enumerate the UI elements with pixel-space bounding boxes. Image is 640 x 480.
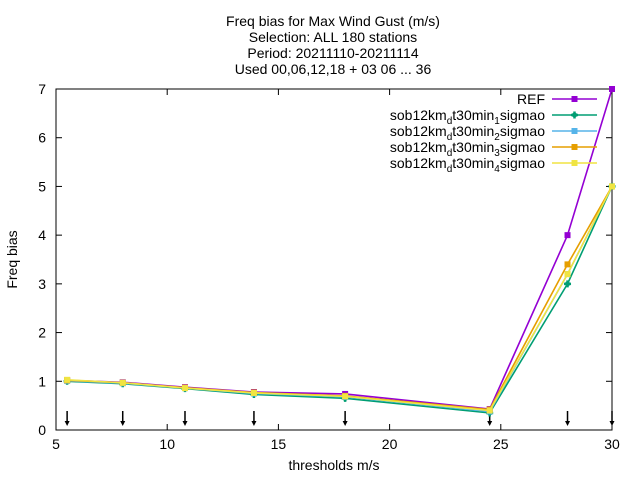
title-line: Period: 20211110-20211114 bbox=[247, 45, 418, 61]
title-line: Freq bias for Max Wind Gust (m/s) bbox=[226, 13, 440, 29]
series-lines bbox=[63, 86, 616, 417]
legend-entry: REF bbox=[517, 91, 597, 107]
threshold-arrowhead bbox=[251, 421, 257, 426]
legend-label: sob12kmdt30min4sigmao bbox=[390, 155, 545, 175]
y-tick-label: 4 bbox=[38, 227, 46, 243]
plot-frame bbox=[55, 88, 613, 431]
series-4 bbox=[64, 183, 615, 414]
data-point bbox=[564, 271, 571, 278]
axis-ticks: 5 10 15 20 25 30 0 1 2 3 4 5 6 7 bbox=[38, 81, 620, 452]
y-tick-label: 5 bbox=[38, 178, 46, 194]
data-point bbox=[565, 281, 570, 286]
x-tick-label: 5 bbox=[52, 436, 60, 452]
series-line bbox=[67, 186, 613, 412]
x-axis-label: thresholds m/s bbox=[288, 457, 379, 473]
x-tick-label: 20 bbox=[382, 436, 398, 452]
legend-entry: sob12kmdt30min3sigmao bbox=[390, 139, 597, 159]
series-line bbox=[67, 186, 613, 413]
threshold-markers bbox=[64, 411, 615, 426]
series-2 bbox=[64, 183, 615, 415]
data-point bbox=[342, 393, 349, 400]
series-line bbox=[67, 186, 613, 414]
data-point bbox=[571, 144, 578, 150]
series-3 bbox=[64, 183, 615, 413]
threshold-arrowhead bbox=[342, 421, 348, 426]
y-tick-label: 2 bbox=[38, 325, 46, 341]
title-line: Selection: ALL 180 stations bbox=[249, 29, 417, 45]
legend-entry: sob12kmdt30min2sigmao bbox=[390, 123, 597, 143]
data-point bbox=[486, 407, 493, 414]
data-point bbox=[571, 160, 578, 166]
threshold-arrowhead bbox=[120, 421, 126, 426]
y-tick-label: 0 bbox=[38, 422, 46, 438]
legend: REFsob12kmdt30min1sigmaosob12kmdt30min2s… bbox=[390, 91, 597, 175]
chart-title: Freq bias for Max Wind Gust (m/s)Selecti… bbox=[226, 13, 440, 77]
y-tick-label: 6 bbox=[38, 130, 46, 146]
data-point bbox=[571, 128, 578, 134]
data-point bbox=[564, 232, 571, 239]
threshold-arrowhead bbox=[182, 421, 188, 426]
legend-label: sob12kmdt30min2sigmao bbox=[390, 123, 545, 143]
y-tick-label: 3 bbox=[38, 276, 46, 292]
legend-label: sob12kmdt30min3sigmao bbox=[390, 139, 545, 159]
data-point bbox=[119, 379, 126, 386]
data-point bbox=[181, 385, 188, 392]
legend-label: REF bbox=[517, 91, 545, 107]
x-tick-label: 15 bbox=[271, 436, 287, 452]
series-line bbox=[67, 186, 613, 411]
threshold-arrowhead bbox=[565, 421, 571, 426]
x-tick-label: 25 bbox=[493, 436, 509, 452]
data-point bbox=[564, 261, 571, 268]
y-tick-label: 7 bbox=[38, 81, 46, 97]
data-point bbox=[571, 96, 578, 102]
x-tick-label: 10 bbox=[159, 436, 175, 452]
x-tick-label: 30 bbox=[604, 436, 620, 452]
data-point bbox=[250, 389, 257, 396]
threshold-arrowhead bbox=[487, 421, 493, 426]
threshold-arrowhead bbox=[609, 421, 615, 426]
legend-entry: sob12kmdt30min4sigmao bbox=[390, 155, 597, 175]
legend-label: sob12kmdt30min1sigmao bbox=[390, 107, 545, 127]
data-point bbox=[572, 113, 577, 117]
legend-entry: sob12kmdt30min1sigmao bbox=[390, 107, 597, 127]
data-point bbox=[609, 183, 615, 190]
data-point bbox=[64, 376, 71, 383]
y-tick-label: 1 bbox=[38, 373, 46, 389]
threshold-arrowhead bbox=[64, 421, 70, 426]
title-line: Used 00,06,12,18 + 03 06 ... 36 bbox=[235, 61, 432, 77]
series-1 bbox=[63, 182, 616, 417]
y-axis-label: Freq bias bbox=[4, 230, 20, 288]
data-point bbox=[609, 86, 615, 92]
